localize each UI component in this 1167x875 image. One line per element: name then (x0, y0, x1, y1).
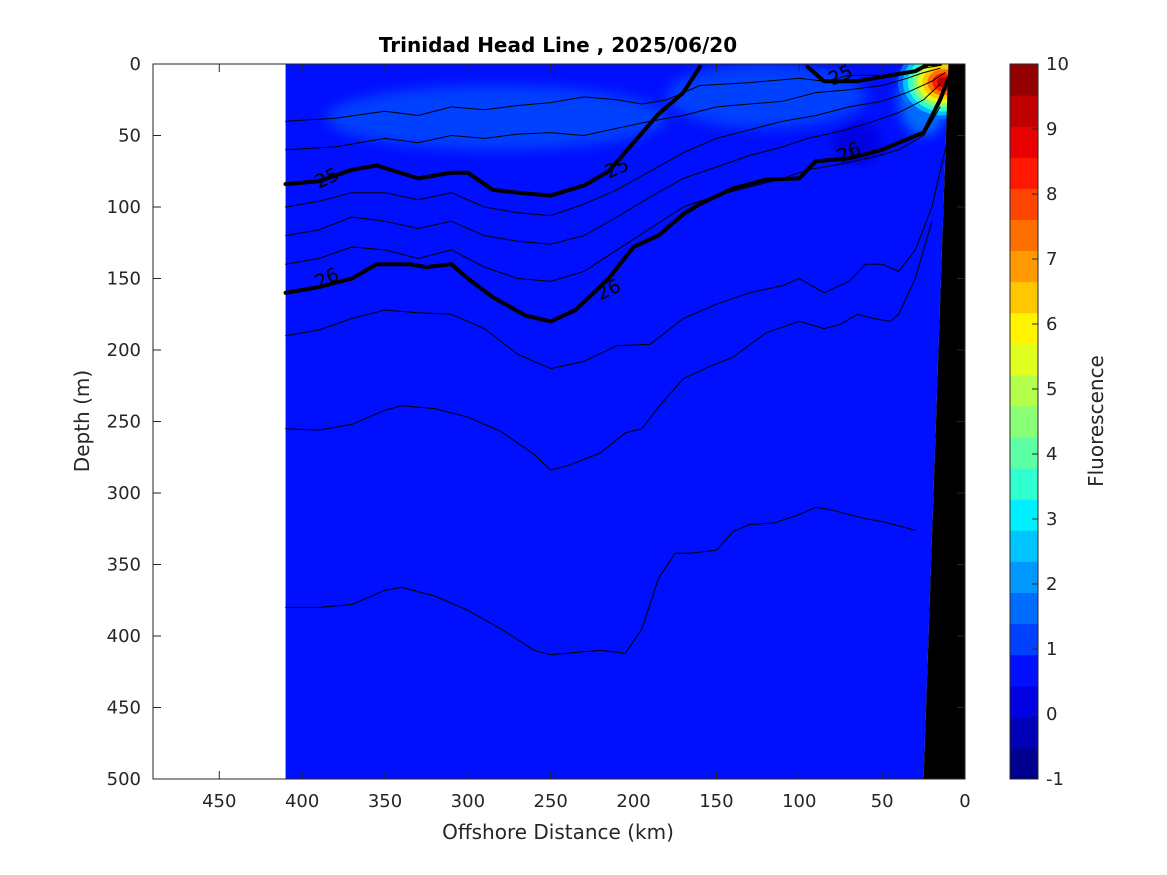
x-axis-label: Offshore Distance (km) (442, 820, 674, 844)
surface-maximum (898, 64, 965, 120)
y-tick-label-9: 450 (107, 698, 141, 719)
x-tick-label-5: 200 (616, 791, 650, 812)
y-tick-label-0: 0 (130, 54, 141, 75)
colorbar-segment-22 (1010, 64, 1038, 96)
x-tick-label-0: 450 (202, 791, 236, 812)
y-tick-label-1: 50 (118, 126, 141, 147)
colorbar-segment-15 (1010, 281, 1038, 314)
x-tick-label-7: 100 (782, 791, 816, 812)
isopycnal-3 (285, 64, 941, 122)
colorbar-segment-5 (1010, 592, 1038, 625)
colorbar-tick-label-1: 0 (1046, 704, 1057, 725)
colorbar-segment-12 (1010, 374, 1038, 407)
y-tick-label-5: 250 (107, 412, 141, 433)
y-tick-label-10: 500 (107, 769, 141, 790)
colorbar-tick-label-8: 7 (1046, 249, 1057, 270)
bold-isopycnal-2 (283, 76, 951, 324)
isopycnal-9 (285, 220, 933, 471)
colorbar-tick-label-9: 8 (1046, 184, 1057, 205)
x-axis-ticks: 450 400 350 300 250 200 150 100 50 0 (202, 64, 971, 812)
bathymetry (923, 64, 965, 779)
colorbar-segment-21 (1010, 95, 1038, 127)
y-tick-label-8: 400 (107, 626, 141, 647)
isopycnal-4 (285, 67, 941, 151)
colorbar-tick-label-5: 4 (1046, 444, 1057, 465)
colorbar-segment-19 (1010, 157, 1038, 189)
colorbar-segment-18 (1010, 188, 1038, 220)
isopycnal-7 (285, 106, 941, 282)
x-tick-label-2: 350 (368, 791, 402, 812)
colorbar-segment-9 (1010, 468, 1038, 500)
colorbar-segment-16 (1010, 250, 1038, 283)
colorbar-tick-label-3: 2 (1046, 574, 1057, 595)
x-tick-label-1: 400 (285, 791, 319, 812)
y-axis-label: Depth (m) (70, 370, 94, 472)
colorbar-tick-label-10: 9 (1046, 119, 1057, 140)
density-contours (283, 64, 951, 656)
colorbar-segment-10 (1010, 437, 1038, 469)
colorbar-frame (1009, 63, 1039, 780)
y-tick-label-6: 300 (107, 483, 141, 504)
colorbar-tick-label-0: -1 (1046, 769, 1064, 790)
isopycnal-6 (285, 83, 941, 245)
colorbar-label: Fluorescence (1084, 355, 1108, 487)
colorbar-segment-3 (1010, 654, 1038, 687)
colorbar-tick-label-2: 1 (1046, 639, 1057, 660)
isopycnal-8 (285, 149, 946, 370)
colorbar-segment-7 (1010, 530, 1038, 562)
colorbar-segment-2 (1010, 685, 1038, 718)
y-tick-label-3: 150 (107, 269, 141, 290)
colorbar-ticks: -1 0 1 2 3 4 5 6 7 8 9 10 (1032, 54, 1069, 790)
colorbar-segment-8 (1010, 499, 1038, 531)
x-tick-label-8: 50 (871, 791, 894, 812)
colorbar (1009, 63, 1039, 780)
colorbar-tick-label-4: 3 (1046, 509, 1057, 530)
y-tick-label-7: 350 (107, 555, 141, 576)
x-tick-label-3: 300 (451, 791, 485, 812)
bathymetry-layer (923, 64, 965, 779)
x-tick-label-9: 0 (959, 791, 970, 812)
colorbar-segment-17 (1010, 219, 1038, 252)
colorbar-tick-label-7: 6 (1046, 314, 1057, 335)
isopycnal-10 (285, 506, 916, 656)
colorbar-segment-14 (1010, 312, 1038, 345)
field-background (285, 64, 949, 779)
x-tick-label-4: 250 (534, 791, 568, 812)
colorbar-segment-13 (1010, 343, 1038, 376)
isopycnal-5 (285, 72, 946, 217)
y-tick-label-4: 200 (107, 340, 141, 361)
y-axis-ticks: 0 50 100 150 200 250 300 350 400 450 500 (107, 54, 965, 790)
colorbar-segment-20 (1010, 126, 1038, 158)
colorbar-segment-6 (1010, 561, 1038, 593)
colorbar-tick-label-6: 5 (1046, 379, 1057, 400)
field-patch-0 (327, 85, 667, 150)
y-tick-label-2: 100 (107, 197, 141, 218)
bold-isopycnal-1 (805, 64, 943, 84)
colorbar-segment-11 (1010, 405, 1038, 438)
bold-isopycnal-0 (283, 64, 702, 198)
colorbar-tick-label-11: 10 (1046, 54, 1069, 75)
x-tick-label-6: 150 (699, 791, 733, 812)
fluorescence-field (285, 64, 965, 779)
colorbar-segment-4 (1010, 623, 1038, 656)
colorbar-segment-1 (1010, 716, 1038, 749)
chart-title: Trinidad Head Line , 2025/06/20 (379, 33, 737, 57)
colorbar-segment-0 (1010, 747, 1038, 780)
